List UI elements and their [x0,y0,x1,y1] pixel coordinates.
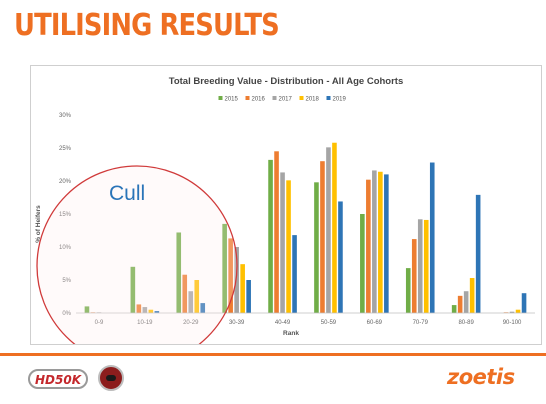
bar-2016-80-89 [457,295,463,313]
bar-2018-90-100 [515,309,521,313]
bar-2016-10-19 [136,304,142,313]
bar-2017-90-100 [509,311,515,313]
hd50k-logo: HD50K [28,369,88,389]
x-tick-label: 10-19 [137,320,153,326]
bar-series-group [84,142,527,313]
bar-2017-20-29 [188,291,194,313]
legend-swatch-2016 [245,96,250,100]
chart-title: Total Breeding Value - Distribution - Al… [169,76,404,87]
legend-swatch-2017 [272,96,277,100]
x-tick-label: 30-39 [229,320,245,326]
legend-label-2019: 2019 [333,97,347,103]
bar-2018-50-59 [332,142,337,313]
bar-2015-70-79 [405,268,411,313]
y-axis: 0% 5% 10% 15% 20% 25% 30% [59,113,72,317]
y-axis-label: % of Heifers [35,205,42,243]
bar-2017-40-49 [280,172,285,313]
bar-2018-20-29 [194,280,200,313]
y-tick-label: 10% [59,245,72,251]
x-axis-label: Rank [283,330,299,337]
bar-2019-10-19 [154,311,160,313]
bar-2015-80-89 [451,305,457,313]
bar-2018-10-19 [148,309,154,313]
bar-2017-80-89 [463,291,469,313]
bar-2015-10-19 [130,266,136,313]
y-tick-label: 15% [59,212,72,218]
cull-label: Cull [109,182,145,205]
bar-2018-30-39 [240,264,245,313]
x-tick-label: 70-79 [413,320,429,326]
bar-2019-50-59 [338,201,343,313]
bar-2017-50-59 [326,147,331,313]
bar-2019-70-79 [429,162,435,313]
bar-2015-20-29 [176,232,182,313]
bar-2015-50-59 [314,182,319,313]
bar-2019-40-49 [292,235,297,313]
bar-2016-50-59 [320,161,325,313]
bar-2017-70-79 [417,219,423,313]
y-tick-label: 30% [59,113,72,119]
bar-2015-30-39 [222,223,227,313]
x-tick-label: 0-9 [95,320,104,326]
slide-title: UTILISING RESULTS [14,8,280,43]
y-tick-label: 20% [59,179,72,185]
bar-2015-0-9 [84,306,90,313]
legend-label-2018: 2018 [306,97,320,103]
bar-2019-20-29 [200,303,206,313]
angus-seal-logo [98,365,124,391]
bar-2016-70-79 [411,239,417,313]
legend-label-2016: 2016 [252,97,266,103]
chart-frame: Total Breeding Value - Distribution - Al… [30,65,542,345]
bar-2016-20-29 [182,274,188,313]
y-tick-label: 5% [62,278,71,284]
bar-2019-80-89 [475,194,481,313]
x-tick-label: 20-29 [183,320,199,326]
y-tick-label: 25% [59,146,72,152]
legend-swatch-2018 [299,96,304,100]
bar-2017-60-69 [372,170,377,313]
bar-2015-40-49 [268,159,273,313]
x-tick-label: 40-49 [275,320,291,326]
bar-2016-40-49 [274,151,279,313]
footer-divider [0,353,546,356]
bar-2017-10-19 [142,307,148,313]
zoetis-logo: zoetis [447,365,515,389]
bar-2016-30-39 [228,238,233,313]
cull-annotation: Cull [36,165,238,344]
legend-label-2015: 2015 [225,97,239,103]
bar-2019-90-100 [521,293,527,313]
bar-2018-40-49 [286,180,291,313]
bar-2018-60-69 [378,171,383,313]
x-tick-label: 90-100 [503,320,522,326]
legend-swatch-2019 [326,96,331,100]
y-tick-label: 0% [62,311,71,317]
bar-2018-70-79 [423,219,429,313]
chart-legend: 2015 2016 2017 2018 2019 [218,96,347,103]
cull-circle [36,165,238,344]
x-tick-label: 60-69 [367,320,383,326]
bar-2015-60-69 [360,214,365,313]
bar-2019-30-39 [246,280,251,313]
bar-2018-80-89 [469,278,475,313]
bar-2019-60-69 [384,174,389,313]
legend-label-2017: 2017 [279,97,293,103]
x-tick-label: 80-89 [458,320,474,326]
bar-2016-60-69 [366,179,371,313]
bar-chart: Total Breeding Value - Distribution - Al… [35,76,535,344]
legend-swatch-2015 [218,96,223,100]
x-axis: 0-9 10-19 20-29 30-39 40-49 50-59 60-69 70-79 80… [76,312,535,326]
x-tick-label: 50-59 [321,320,337,326]
